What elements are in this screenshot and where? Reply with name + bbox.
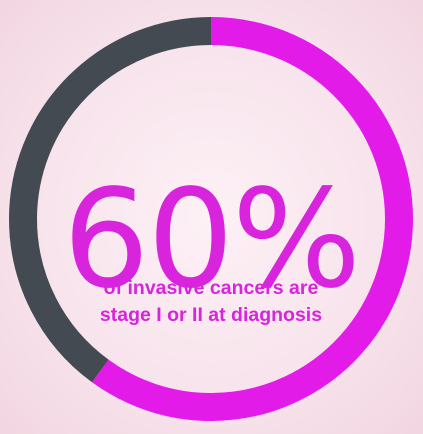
caption-line-2: stage I or II at diagnosis (100, 304, 322, 326)
slice-remainder (9, 17, 413, 421)
donut-ring (9, 17, 413, 421)
center-percentage-label: 60% (63, 161, 359, 319)
caption-line-1: of invasive cancers are (104, 277, 319, 299)
